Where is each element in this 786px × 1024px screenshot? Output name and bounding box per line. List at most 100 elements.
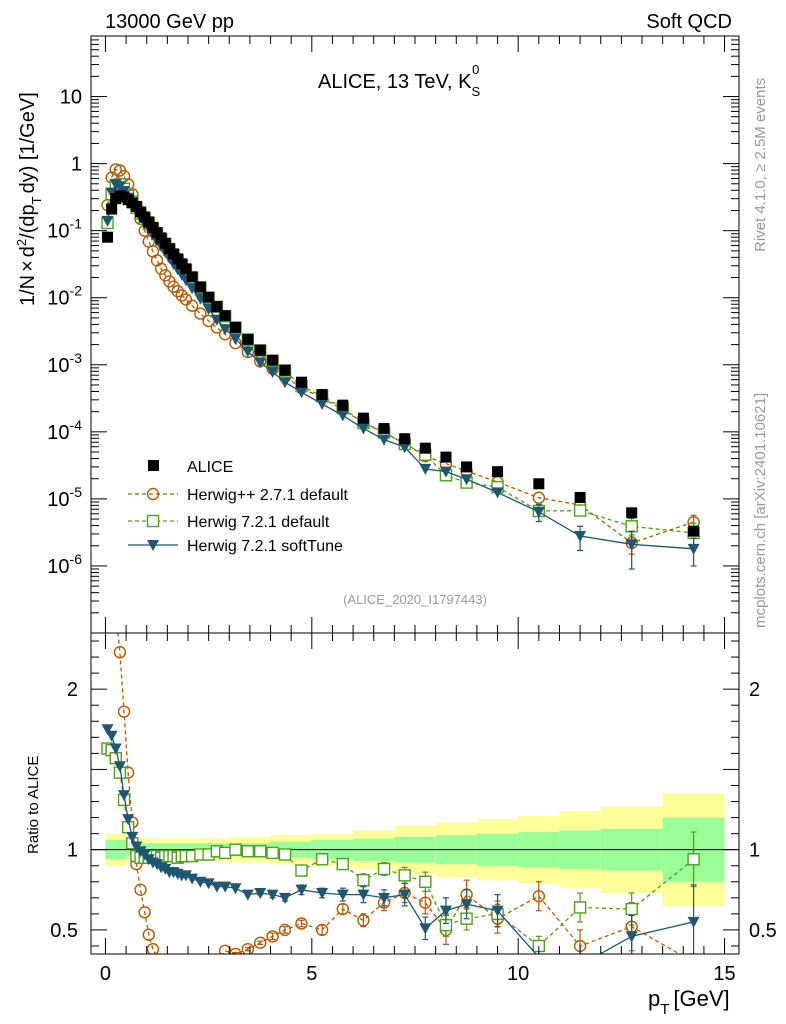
main-point-alice: [574, 491, 586, 503]
ratio-point-herwigpp: [229, 947, 242, 954]
ratio-point-softtune: [254, 888, 267, 900]
main-point-alice: [337, 399, 349, 411]
main-line-herwig721: [106, 183, 694, 534]
main-point-softtune: [229, 333, 242, 345]
ratio-point-softtune: [241, 889, 254, 901]
main-point-herwigpp: [159, 269, 172, 282]
ratio-point-softtune: [460, 899, 473, 911]
ratio-point-herwigpp: [266, 930, 279, 943]
ratio-plot-frame: [90, 632, 740, 955]
main-point-herwig721: [573, 504, 587, 517]
ratio-point-softtune: [122, 814, 135, 826]
main-point-softtune: [574, 530, 587, 542]
main-point-alice: [461, 461, 473, 473]
ratio-point-herwig721: [315, 853, 329, 866]
ratio-point-herwigpp: [146, 942, 160, 954]
ratio-point-softtune: [491, 905, 504, 917]
ratio-point-herwigpp: [336, 902, 349, 916]
ratio-point-herwigpp: [254, 936, 267, 949]
main-point-alice: [267, 354, 279, 366]
legend-marker-herwigpp: [146, 487, 160, 501]
legend-label-softtune: Herwig 7.2.1 softTune: [187, 538, 343, 555]
main-y-tick-label: 10-1: [47, 216, 82, 243]
ratio-point-herwig721: [295, 864, 308, 877]
ratio-point-herwigpp: [532, 890, 546, 903]
ratio-point-herwigpp: [117, 705, 131, 718]
main-point-softtune: [419, 463, 432, 475]
main-point-alice: [492, 466, 504, 478]
ratio-point-softtune: [126, 831, 139, 843]
main-point-herwigpp: [175, 289, 189, 302]
ratio-point-herwigpp: [142, 928, 155, 941]
ratio-y-tick-label: 2: [67, 679, 78, 701]
ratio-point-softtune: [101, 724, 114, 736]
main-point-softtune: [439, 466, 452, 478]
main-point-alice: [419, 442, 431, 454]
ratio-point-softtune: [118, 790, 131, 802]
ratio-point-softtune: [316, 888, 329, 900]
ratio-y-tick-label-right: 0.5: [749, 920, 777, 942]
main-point-softtune: [532, 506, 545, 518]
ratio-line-herwigpp: [117, 633, 681, 954]
ratio-point-softtune: [336, 889, 349, 901]
main-point-softtune: [266, 367, 279, 379]
ratio-point-herwig721: [357, 873, 370, 887]
header-right-label: Soft QCD: [646, 11, 732, 33]
main-point-alice: [399, 433, 411, 445]
main-point-alice: [186, 271, 198, 283]
ratio-point-herwig721: [336, 857, 349, 871]
mcplots-label: mcplots.cern.ch [arXiv:2401.10621]: [752, 393, 769, 628]
legend: ALICE Herwig++ 2.7.1 default Herwig 7.2.…: [128, 459, 349, 555]
main-point-softtune: [316, 399, 329, 411]
ratio-point-softtune: [687, 916, 700, 928]
main-point-alice: [626, 507, 638, 519]
x-tick-label: 0: [100, 963, 111, 985]
ratio-point-softtune: [113, 761, 126, 773]
main-point-alice: [194, 281, 206, 293]
ratio-y-tick-label: 0.5: [50, 920, 78, 942]
main-plot-title: ALICE, 13 TeV, KS0: [318, 62, 480, 99]
main-series-group: [101, 163, 700, 570]
ratio-point-herwigpp: [134, 883, 147, 896]
main-point-softtune: [625, 539, 638, 551]
main-point-softtune: [336, 410, 349, 422]
ratio-point-softtune: [357, 889, 370, 901]
x-axis-label: pT [GeV]: [648, 986, 730, 1018]
ratio-point-herwigpp: [295, 917, 308, 930]
main-point-softtune: [491, 487, 504, 499]
ratio-point-herwigpp: [357, 914, 370, 927]
x-tick-label: 10: [507, 963, 529, 985]
main-point-alice: [203, 291, 215, 303]
ratio-point-herwig721: [278, 848, 292, 861]
main-point-alice: [219, 310, 231, 322]
ratio-point-herwigpp: [0, 796, 6, 807]
ratio-series-softtune: [101, 724, 700, 954]
ratio-y-axis-label: Ratio to ALICE: [25, 756, 42, 854]
ratio-series-herwigpp: [0, 633, 681, 954]
ratio-point-herwig721: [241, 845, 255, 858]
legend-label-herwig721: Herwig 7.2.1 default: [187, 514, 330, 531]
main-point-softtune: [105, 187, 118, 199]
ratio-point-herwigpp: [278, 923, 292, 937]
ratio-point-softtune: [625, 931, 638, 943]
ratio-point-herwig721: [398, 869, 411, 882]
main-point-softtune: [687, 543, 700, 555]
ratio-point-softtune: [210, 881, 223, 893]
legend-marker-alice: [148, 460, 159, 471]
ratio-point-softtune: [278, 892, 291, 904]
ratio-point-herwigpp: [419, 896, 432, 909]
ratio-y-tick-label-right: 1: [749, 840, 760, 862]
legend-label-herwigpp: Herwig++ 2.7.1 default: [187, 487, 349, 504]
axes-group: 10-6 10-5 10-4 10-3 10-2 10-1 1 10 0 5 10 15 0.5 0.5 1…: [47, 35, 777, 985]
ratio-point-softtune: [295, 884, 308, 896]
x-tick-label: 15: [713, 963, 735, 985]
main-y-tick-label: 10-5: [47, 484, 82, 511]
main-point-alice: [357, 412, 369, 424]
ratio-point-herwigpp: [113, 646, 127, 659]
analysis-tag: (ALICE_2020_I1797443): [343, 592, 487, 607]
main-point-alice: [316, 389, 328, 401]
main-point-softtune: [378, 434, 391, 446]
main-point-softtune: [219, 324, 232, 336]
main-y-axis-label: 1/N×d2/(dpTdy) [1/GeV]: [14, 92, 44, 306]
main-point-herwigpp: [167, 280, 180, 293]
